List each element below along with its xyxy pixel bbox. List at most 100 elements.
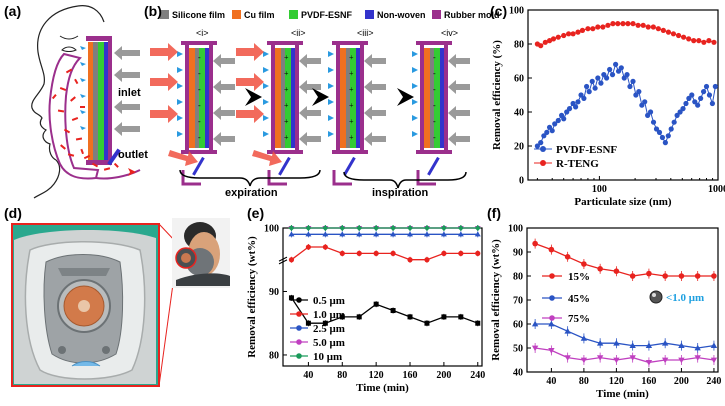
data-point [700,89,707,95]
data-point [339,231,346,237]
svg-text:+: + [284,101,289,110]
mask-body [48,52,100,180]
y-axis-label: Removal efficiency (wt%) [246,236,258,358]
legend-label: 75% [568,313,590,325]
data-point [671,119,677,125]
legend-marker [540,146,546,152]
data-point [339,314,345,320]
red-airflow-arrow [150,73,178,91]
data-point [561,116,567,122]
data-point [686,95,692,101]
data-point [639,102,645,108]
data-point [613,61,619,67]
data-point [458,314,464,320]
data-point [339,225,346,231]
data-point [645,342,653,348]
data-point [373,301,379,307]
data-point [573,104,579,110]
data-point [609,72,616,78]
data-point [564,355,571,361]
y-tick-label: 20 [514,142,524,153]
data-point [440,225,447,231]
data-point [645,112,651,118]
data-point [390,250,396,256]
expiration-label: expiration [225,187,278,199]
stage-label-i: <i> [196,28,209,38]
data-point [691,38,697,44]
layer-legend: Silicone film Cu film PVDF-ESNF Non-wove… [160,10,500,20]
svg-text:+: + [284,69,289,78]
data-point [712,83,718,90]
data-point [677,109,683,115]
data-point [322,244,328,250]
data-point [390,225,397,231]
data-point [373,250,379,256]
data-point [618,65,624,71]
data-point [710,342,718,348]
legend-label: R-TENG [556,158,599,170]
data-point [305,320,311,326]
data-point [589,78,595,84]
legend-label: 5.0 μm [313,337,345,349]
y-tick-label: 100 [264,224,279,235]
legend-pvdf-esnf: PVDF-ESNF [301,10,353,20]
data-point [662,273,668,279]
stage-label-iii: <iii> [357,28,374,38]
legend-marker [296,353,302,359]
y-axis-label: Removal efficiency (wt%) [490,239,502,361]
inspiration-label: inspiration [372,187,429,199]
data-point [629,342,636,348]
data-point [709,100,716,107]
legend-label: PVDF-ESNF [556,144,617,156]
data-point [441,250,447,256]
svg-text:-: - [198,101,201,110]
legend-marker [549,295,555,301]
y-tick-label: 80 [514,40,524,51]
legend-cu-film: Cu film [244,10,275,20]
particle-dashes [51,68,119,171]
data-point [584,83,590,90]
y-tick-label: 90 [513,248,523,259]
data-point [630,78,636,84]
data-point [440,231,447,237]
panel-label-c: (c) [490,3,507,19]
data-point [668,126,674,132]
data-point [474,225,481,231]
y-tick-label: 40 [513,368,523,379]
series-line [534,242,714,277]
data-point [390,231,397,237]
x-tick-label: 200 [436,370,451,381]
svg-text:-: - [198,133,201,142]
data-point [670,31,677,37]
panel-e-chart: 40 80 120 160 200 240 Removal efficiency (wt%)… [246,224,485,395]
x-tick-label: 40 [546,376,556,387]
data-point [532,240,538,247]
y-tick-label: 50 [513,344,523,355]
data-point [590,26,596,32]
data-point [613,268,620,275]
filter-stack-stage-1: - - - - - - [177,41,235,186]
x-tick-label: 120 [609,376,624,387]
data-point [659,134,666,141]
x-tick-label: 240 [470,370,485,381]
data-point [686,36,692,42]
data-point [613,340,620,346]
x-tick-label: 80 [579,376,589,387]
particle-size-annotation: <1.0 μm [666,292,704,304]
data-point [305,225,312,231]
data-point [305,244,312,250]
data-point [423,225,430,231]
data-point [710,357,718,364]
x-tick-label: 240 [706,376,721,387]
data-point [692,99,698,105]
data-point [661,340,669,346]
data-point [620,21,626,27]
data-point [305,231,312,237]
y-tick-label: 80 [513,272,523,283]
legend-marker [540,160,546,166]
svg-text:-: - [433,53,436,62]
data-point [703,83,710,90]
data-point [288,295,294,301]
data-point [624,72,630,78]
